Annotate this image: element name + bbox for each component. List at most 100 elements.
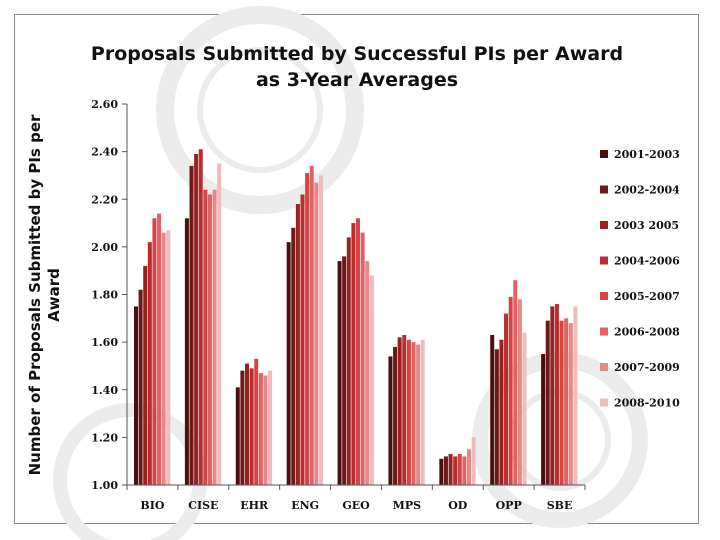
bar — [184, 218, 189, 486]
bar — [393, 346, 398, 485]
bar — [411, 342, 416, 486]
category-label: CISE — [188, 499, 218, 512]
bar — [286, 242, 291, 485]
bar — [337, 261, 342, 485]
legend-label: 2006-2008 — [614, 326, 680, 339]
bar — [369, 275, 374, 485]
bar — [217, 163, 222, 485]
bar — [397, 337, 402, 485]
bar — [346, 237, 351, 485]
y-axis-ticks: 1.00 1.20 1.40 1.60 1.80 2.00 2.20 2.40 2.60 — [91, 98, 127, 492]
legend: 2001-2003 2002-2004 2003 2005 2004-2006 2005… — [600, 148, 680, 410]
bar — [508, 296, 513, 485]
bar — [245, 363, 250, 485]
legend-label: 2004-2006 — [614, 255, 680, 268]
category-label: MPS — [393, 499, 421, 512]
bar — [356, 218, 361, 486]
bar — [207, 194, 212, 486]
y-axis-label-line1: Number of Proposals Submitted by PIs per — [26, 114, 44, 475]
bar — [254, 358, 259, 485]
category-label: EHR — [240, 499, 269, 512]
bar — [138, 289, 143, 485]
legend-swatch — [600, 256, 608, 265]
bar — [166, 230, 171, 485]
chart-title-line2: as 3-Year Averages — [256, 69, 458, 91]
bar — [517, 299, 522, 485]
bar — [457, 454, 462, 485]
bar — [268, 370, 273, 485]
category-label: SBE — [547, 499, 573, 512]
bar — [309, 165, 314, 485]
y-tick-label: 1.00 — [91, 479, 118, 492]
bar — [388, 356, 393, 485]
bar — [365, 261, 370, 485]
bar — [143, 265, 148, 485]
bar — [564, 318, 569, 485]
bar — [471, 437, 476, 486]
bar — [240, 370, 245, 485]
y-tick-label: 1.80 — [91, 289, 118, 302]
bar — [152, 218, 157, 486]
bar — [291, 227, 296, 485]
legend-label: 2002-2004 — [614, 184, 680, 197]
bar — [147, 242, 152, 485]
bar — [568, 323, 573, 485]
x-axis-categories: BIO CISE EHR ENG GEO MPS OD OPP SBE — [140, 499, 572, 512]
y-axis-label: Number of Proposals Submitted by PIs per… — [26, 114, 63, 475]
bar — [420, 339, 425, 485]
chart-title-line1: Proposals Submitted by Successful PIs pe… — [91, 43, 623, 65]
bar — [203, 189, 208, 485]
bar — [235, 387, 240, 485]
bar — [554, 304, 559, 485]
bar — [157, 213, 162, 486]
y-tick-label: 2.00 — [91, 241, 118, 254]
bar — [406, 339, 411, 485]
bar — [448, 454, 453, 485]
category-label: OPP — [496, 499, 522, 512]
legend-label: 2001-2003 — [614, 148, 680, 161]
category-label: GEO — [342, 499, 370, 512]
bar — [545, 320, 550, 485]
bar — [189, 165, 194, 485]
bar — [360, 232, 365, 485]
bar — [305, 173, 310, 485]
legend-swatch — [600, 292, 608, 300]
bar — [212, 189, 217, 485]
bar — [134, 306, 139, 485]
bar — [499, 339, 504, 485]
y-tick-label: 1.20 — [91, 431, 118, 444]
bar — [467, 449, 472, 485]
bar — [416, 344, 421, 485]
bar — [541, 354, 546, 485]
legend-label: 2008-2010 — [614, 397, 680, 410]
bar — [161, 232, 166, 485]
bar — [263, 375, 268, 485]
y-tick-label: 2.60 — [91, 98, 118, 111]
y-tick-label: 1.40 — [91, 384, 118, 397]
bar — [513, 280, 518, 485]
legend-swatch — [600, 398, 608, 407]
legend-label: 2003 2005 — [614, 219, 679, 232]
bar — [573, 306, 578, 485]
bar — [559, 320, 564, 485]
bar — [318, 175, 323, 485]
bar — [439, 458, 444, 485]
y-tick-label: 2.40 — [91, 146, 118, 159]
category-label: BIO — [140, 499, 164, 512]
y-tick-label: 2.20 — [91, 193, 118, 206]
y-axis-label-line2: Award — [45, 268, 63, 322]
bar — [443, 456, 448, 485]
bar — [462, 456, 467, 485]
bar — [453, 456, 458, 485]
bar — [258, 373, 263, 485]
bar — [194, 154, 199, 485]
legend-swatch — [600, 363, 608, 371]
legend-label: 2005-2007 — [614, 290, 680, 303]
axes — [126, 104, 586, 490]
bar — [351, 223, 356, 485]
bar — [314, 182, 319, 485]
legend-swatch — [600, 150, 608, 158]
y-tick-label: 1.60 — [91, 336, 118, 349]
legend-swatch — [600, 185, 608, 194]
